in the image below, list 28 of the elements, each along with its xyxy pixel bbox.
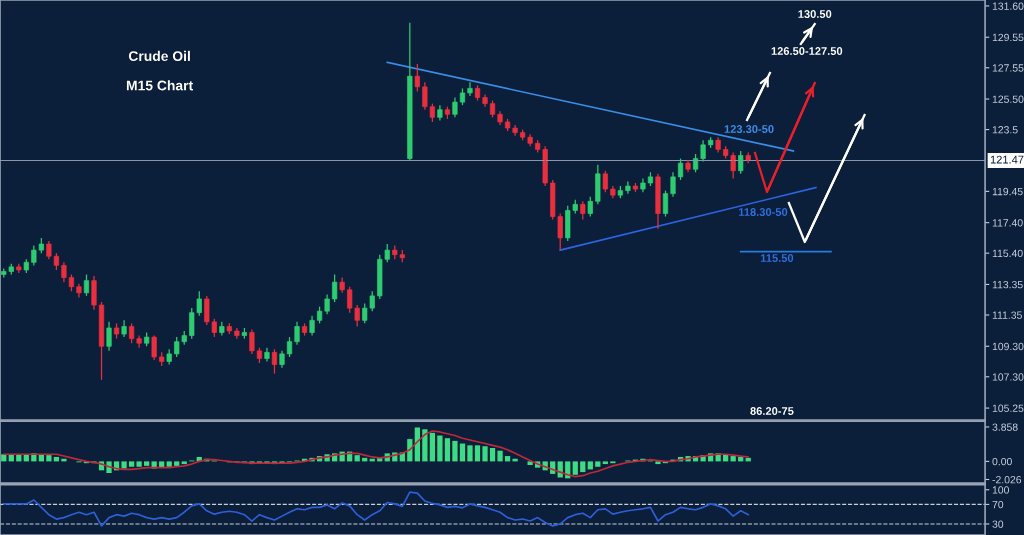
y-tick-label: 129.55 (992, 33, 1024, 42)
annotation: 118.30-50 (738, 208, 788, 216)
y-tick-label: -2.026 (992, 476, 1022, 484)
annotation: 130.50 (798, 10, 832, 18)
ref-line-label: 121.47 (990, 155, 1024, 164)
y-tick-label: 113.35 (992, 280, 1023, 289)
y-tick-label: 127.55 (992, 64, 1024, 72)
annotation: 126.50-127.50 (771, 47, 843, 55)
y-tick-label: 115.40 (992, 249, 1023, 258)
y-tick-label: 131.60 (992, 2, 1024, 10)
y-tick-label: 70 (992, 500, 1004, 509)
y-tick-label: 100 (992, 486, 1009, 494)
y-tick-label: 0.00 (992, 457, 1012, 466)
text: M15 Chart (126, 80, 193, 91)
y-tick-label: 111.35 (992, 311, 1022, 319)
y-tick-label: 105.25 (992, 404, 1024, 412)
y-tick-label: 123.5 (992, 126, 1018, 134)
annotation: 115.50 (760, 254, 794, 262)
text: Crude Oil (128, 50, 190, 62)
y-tick-label: 119.45 (992, 187, 1023, 196)
y-tick-label: 109.30 (992, 342, 1024, 351)
y-tick-label: 117.40 (992, 219, 1023, 227)
y-tick-label: 107.30 (992, 373, 1024, 381)
y-tick-label: 3.858 (992, 423, 1018, 431)
y-tick-label: 125.50 (992, 95, 1024, 103)
annotation: 123.30-50 (724, 125, 774, 133)
annotation: 86.20-75 (750, 407, 794, 415)
y-tick-label: 30 (992, 520, 1004, 528)
